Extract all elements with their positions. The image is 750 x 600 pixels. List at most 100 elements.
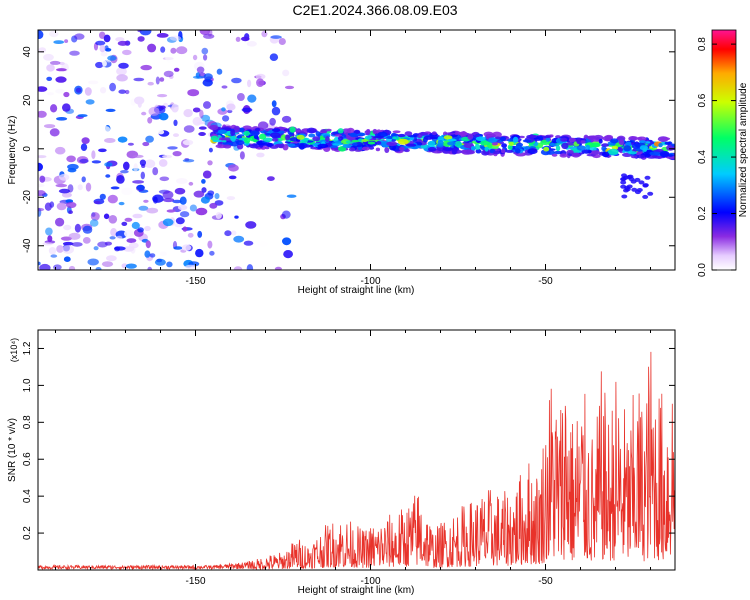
noise-blob (227, 164, 239, 172)
noise-blob (105, 48, 112, 52)
noise-blob (147, 43, 157, 53)
noise-blob (55, 88, 65, 94)
noise-blob (157, 94, 168, 98)
noise-blob (66, 201, 77, 209)
noise-blob (85, 182, 92, 192)
signal-blob (320, 135, 324, 139)
signal-blob (458, 131, 468, 137)
signal-blob (559, 153, 568, 158)
signal-blob (475, 136, 486, 141)
signal-blob (386, 136, 395, 139)
noise-blob (215, 212, 222, 219)
noise-blob (202, 170, 212, 179)
signal-blob (442, 147, 454, 152)
noise-blob (176, 46, 188, 55)
noise-blob (87, 258, 99, 266)
noise-blob (50, 104, 58, 113)
noise-blob (98, 148, 107, 153)
noise-blob (93, 246, 99, 251)
noise-blob (67, 163, 79, 170)
signal-blob (501, 143, 507, 149)
signal-blob (221, 137, 231, 141)
noise-blob (241, 107, 253, 113)
signal-blob (555, 145, 561, 152)
signal-blob (417, 132, 429, 136)
noise-blob (147, 266, 152, 270)
noise-blob (64, 39, 69, 43)
noise-blob (203, 33, 215, 39)
x-tick-label: -50 (538, 576, 553, 587)
noise-blob (63, 91, 70, 98)
secondary-blob (642, 194, 649, 199)
noise-blob (125, 263, 137, 269)
noise-blob (203, 54, 208, 61)
noise-blob (58, 173, 70, 181)
noise-blob (148, 106, 160, 116)
noise-blob (201, 47, 209, 55)
noise-blob (69, 50, 80, 56)
noise-blob (173, 246, 183, 250)
spectrogram-x-label: Height of straight line (km) (298, 285, 415, 296)
signal-blob (616, 135, 626, 142)
spectrogram-y-label: Frequency (Hz) (7, 116, 18, 185)
noise-blob (221, 107, 226, 112)
noise-blob (84, 87, 92, 96)
signal-blob (243, 130, 250, 136)
noise-blob (114, 246, 126, 251)
signal-blob (346, 127, 355, 134)
signal-blob (230, 135, 236, 142)
secondary-blob (630, 179, 637, 184)
noise-blob (239, 151, 245, 160)
noise-blob (231, 77, 242, 84)
signal-blob (332, 143, 343, 146)
noise-blob (38, 207, 45, 212)
noise-blob (247, 94, 257, 103)
noise-blob (50, 254, 58, 258)
signal-blob (493, 150, 501, 155)
noise-blob (137, 227, 144, 233)
noise-blob (49, 60, 61, 65)
noise-blob (127, 142, 134, 146)
noise-blob (172, 199, 182, 204)
noise-blob (101, 261, 114, 267)
signal-blob (463, 142, 474, 149)
noise-blob (56, 245, 64, 253)
noise-blob (68, 232, 81, 240)
noise-blob (38, 155, 47, 159)
noise-blob (281, 210, 291, 219)
signal-blob (470, 146, 476, 151)
secondary-blob (647, 191, 654, 196)
signal-blob (361, 139, 369, 142)
noise-blob (186, 193, 193, 200)
y-tick-label: 0.2 (22, 526, 33, 540)
noise-blob (214, 200, 224, 206)
noise-blob (167, 146, 178, 150)
noise-blob (38, 183, 45, 188)
noise-blob (247, 79, 252, 88)
noise-blob (44, 202, 52, 211)
signal-blob (375, 147, 381, 152)
signal-blob (296, 134, 305, 140)
noise-blob (62, 245, 74, 254)
noise-blob (116, 67, 127, 76)
signal-blob (348, 147, 356, 152)
signal-blob (221, 140, 227, 143)
noise-blob (274, 266, 282, 270)
y-tick-label: -40 (22, 238, 33, 253)
signal-blob (505, 149, 514, 153)
noise-blob (100, 87, 107, 94)
colorbar-tick-label: 0.2 (697, 206, 708, 220)
noise-blob (198, 126, 207, 130)
noise-blob (282, 69, 290, 77)
noise-blob (125, 89, 130, 95)
y-tick-label: 0.4 (22, 489, 33, 503)
noise-blob (79, 158, 89, 164)
noise-blob (198, 132, 206, 136)
noise-blob (173, 119, 178, 127)
noise-blob (115, 37, 125, 42)
noise-blob (195, 248, 204, 258)
noise-blob (132, 213, 143, 219)
noise-blob (81, 137, 90, 145)
noise-blob (166, 209, 176, 213)
noise-blob (68, 265, 76, 270)
